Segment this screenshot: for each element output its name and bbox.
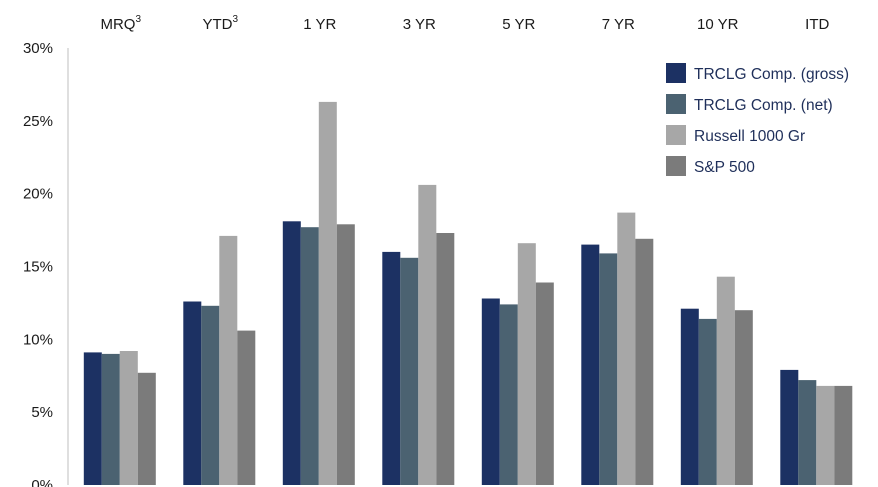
legend-label: Russell 1000 Gr bbox=[694, 128, 805, 145]
category-label-text: 5 YR bbox=[502, 16, 535, 33]
legend-swatch bbox=[666, 156, 686, 176]
bar bbox=[834, 385, 853, 485]
legend-label: TRCLG Comp. (gross) bbox=[694, 66, 849, 83]
legend-label: TRCLG Comp. (net) bbox=[694, 97, 833, 114]
bar bbox=[698, 318, 717, 485]
legend-label: S&P 500 bbox=[694, 159, 755, 176]
category-label-text: 3 YR bbox=[403, 16, 436, 33]
bar bbox=[119, 351, 138, 485]
category-label-text: 7 YR bbox=[602, 16, 635, 33]
bar bbox=[282, 221, 301, 486]
bar bbox=[599, 253, 618, 485]
bar bbox=[137, 372, 156, 485]
bar bbox=[517, 243, 536, 485]
category-label-text: 1 YR bbox=[303, 16, 336, 33]
bar bbox=[300, 227, 319, 485]
y-tick-label: 10% bbox=[23, 331, 53, 348]
y-tick-label: 25% bbox=[23, 113, 53, 130]
bar bbox=[481, 298, 500, 485]
bar bbox=[581, 244, 600, 485]
y-tick-label: 0% bbox=[31, 477, 53, 487]
category-label: 3 YR bbox=[403, 16, 436, 33]
bar bbox=[201, 305, 220, 485]
bar bbox=[798, 380, 817, 485]
legend-swatch bbox=[666, 63, 686, 83]
category-label: 5 YR bbox=[502, 16, 535, 33]
category-label-text: MRQ bbox=[100, 16, 135, 33]
bar bbox=[680, 308, 699, 485]
bar bbox=[382, 251, 401, 485]
category-superscript: 3 bbox=[135, 14, 141, 25]
category-label: 1 YR bbox=[303, 16, 336, 33]
bar bbox=[716, 276, 735, 485]
y-tick-label: 30% bbox=[23, 40, 53, 57]
y-tick-label: 5% bbox=[31, 404, 53, 421]
category-axis: MRQ3 YTD3 1 YR 3 YR 5 YR 7 YR 10 YR ITD bbox=[100, 14, 829, 33]
y-tick-label: 15% bbox=[23, 259, 53, 276]
bar-series-group bbox=[83, 101, 853, 486]
bar bbox=[635, 238, 654, 485]
bar bbox=[219, 235, 238, 485]
bar bbox=[83, 352, 102, 485]
bar bbox=[418, 184, 437, 485]
legend-swatch bbox=[666, 125, 686, 145]
bar bbox=[499, 304, 518, 485]
category-superscript: 3 bbox=[232, 14, 238, 25]
category-label-text: YTD bbox=[202, 16, 232, 33]
legend-swatch bbox=[666, 94, 686, 114]
y-tick-label: 20% bbox=[23, 186, 53, 203]
bar bbox=[183, 301, 202, 485]
bar bbox=[237, 330, 256, 485]
category-label-text: ITD bbox=[805, 16, 829, 33]
bar bbox=[336, 224, 355, 486]
bar bbox=[780, 369, 799, 485]
category-label: MRQ3 bbox=[100, 14, 141, 33]
category-label: YTD3 bbox=[202, 14, 238, 33]
category-label: 10 YR bbox=[697, 16, 739, 33]
bar bbox=[400, 257, 419, 485]
category-label: ITD bbox=[805, 16, 829, 33]
bar bbox=[101, 353, 120, 485]
y-axis: 0% 5% 10% 15% 20% 25% 30% bbox=[23, 40, 69, 487]
bar bbox=[617, 212, 636, 485]
bar bbox=[436, 233, 455, 485]
category-label-text: 10 YR bbox=[697, 16, 739, 33]
bar bbox=[535, 282, 554, 485]
legend: TRCLG Comp. (gross) TRCLG Comp. (net) Russ… bbox=[666, 63, 849, 176]
category-label: 7 YR bbox=[602, 16, 635, 33]
bar bbox=[734, 310, 753, 485]
bar bbox=[318, 101, 337, 486]
bar bbox=[816, 385, 835, 485]
